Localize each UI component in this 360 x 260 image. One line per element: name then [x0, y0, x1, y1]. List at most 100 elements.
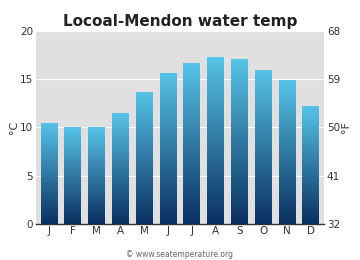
Bar [112, 138, 129, 139]
Bar [159, 212, 177, 214]
Bar [183, 187, 201, 190]
Bar [279, 195, 296, 197]
Bar [207, 140, 224, 142]
Bar [183, 207, 201, 210]
Bar [64, 196, 81, 197]
Bar [159, 120, 177, 122]
Bar [255, 203, 272, 204]
Bar [279, 166, 296, 168]
Bar [255, 185, 272, 187]
Bar [183, 97, 201, 99]
Bar [136, 159, 153, 161]
Bar [255, 99, 272, 100]
Bar [88, 187, 105, 189]
Bar [136, 95, 153, 97]
Bar [41, 211, 58, 212]
Bar [112, 121, 129, 123]
Bar [183, 109, 201, 111]
Bar [255, 127, 272, 129]
Bar [88, 135, 105, 136]
Bar [88, 154, 105, 155]
Bar [159, 207, 177, 209]
Bar [207, 59, 224, 61]
Bar [112, 117, 129, 119]
Bar [231, 205, 248, 207]
Bar [255, 176, 272, 177]
Bar [41, 153, 58, 154]
Bar [231, 176, 248, 178]
Bar [207, 199, 224, 201]
Bar [136, 184, 153, 186]
Bar [183, 216, 201, 218]
Bar [64, 200, 81, 201]
Bar [112, 200, 129, 202]
Bar [159, 205, 177, 207]
Bar [183, 127, 201, 129]
Bar [183, 222, 201, 224]
Bar [279, 173, 296, 175]
Bar [159, 129, 177, 131]
Bar [255, 143, 272, 145]
Bar [88, 178, 105, 179]
Bar [255, 79, 272, 81]
Bar [279, 82, 296, 84]
Bar [136, 116, 153, 118]
Bar [136, 187, 153, 189]
Bar [231, 67, 248, 69]
Bar [183, 131, 201, 133]
Bar [207, 205, 224, 207]
Bar [88, 201, 105, 202]
Bar [88, 151, 105, 153]
Bar [136, 171, 153, 173]
Bar [41, 197, 58, 198]
Bar [231, 203, 248, 205]
Bar [302, 191, 319, 193]
Bar [279, 134, 296, 136]
Bar [302, 221, 319, 222]
Bar [64, 154, 81, 155]
Bar [159, 89, 177, 92]
Bar [88, 143, 105, 144]
Bar [64, 210, 81, 212]
Bar [302, 187, 319, 188]
Bar [88, 131, 105, 132]
Bar [64, 197, 81, 198]
Bar [207, 93, 224, 95]
Bar [112, 167, 129, 168]
Bar [279, 121, 296, 123]
Bar [279, 96, 296, 98]
Bar [88, 144, 105, 145]
Bar [183, 119, 201, 121]
Bar [279, 87, 296, 89]
Bar [255, 222, 272, 224]
Bar [279, 191, 296, 193]
Bar [231, 92, 248, 94]
Bar [136, 98, 153, 100]
Bar [41, 152, 58, 153]
Bar [41, 124, 58, 125]
Bar [159, 186, 177, 188]
Bar [183, 73, 201, 75]
Bar [159, 122, 177, 124]
Bar [255, 200, 272, 203]
Bar [159, 125, 177, 127]
Bar [136, 196, 153, 197]
Bar [159, 139, 177, 141]
Bar [112, 154, 129, 156]
Bar [41, 206, 58, 207]
Bar [255, 108, 272, 110]
Bar [159, 95, 177, 97]
Bar [136, 178, 153, 179]
Bar [112, 219, 129, 221]
Bar [207, 130, 224, 132]
Bar [183, 79, 201, 81]
Bar [279, 200, 296, 202]
Bar [207, 145, 224, 147]
Bar [183, 179, 201, 181]
Bar [183, 157, 201, 159]
Bar [112, 156, 129, 157]
Bar [302, 155, 319, 156]
Bar [136, 153, 153, 154]
Bar [183, 69, 201, 71]
Bar [136, 164, 153, 166]
